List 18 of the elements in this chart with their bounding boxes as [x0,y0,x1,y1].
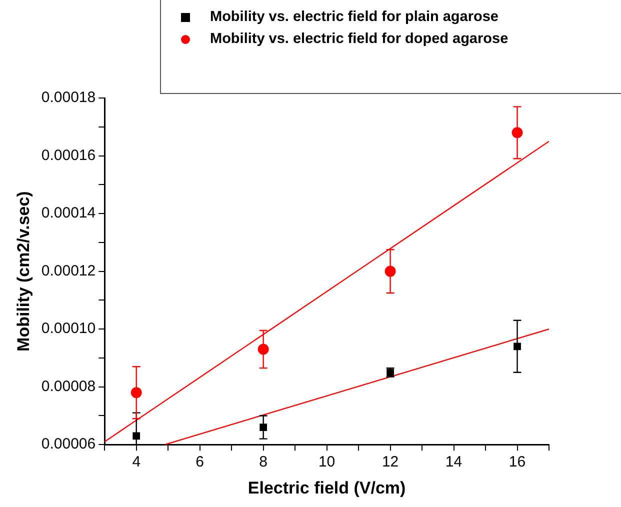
x-axis-title: Electric field (V/cm) [248,478,406,498]
y-tick-label: 0.00016 [41,146,96,164]
y-tick-label: 0.00010 [41,320,96,338]
x-tick-label: 8 [259,454,268,471]
legend-label: Mobility vs. electric field for plain agarose [210,9,498,25]
x-tick-label: 10 [318,454,336,471]
y-tick-label: 0.00006 [41,436,96,453]
y-tick-label: 0.00012 [41,262,96,280]
x-tick-label: 14 [445,454,462,471]
y-axis-title: Mobility (cm2/v.sec) [14,191,33,352]
y-tick-label: 0.00018 [41,89,96,106]
x-tick-label: 16 [508,454,526,471]
x-tick-label: 4 [132,454,141,471]
y-tick-label: 0.00014 [41,204,96,222]
y-tick-label: 0.00008 [41,378,96,395]
x-tick-label: 12 [382,454,399,471]
legend-label: Mobility vs. electric field for doped agarose [210,31,508,47]
x-tick-label: 6 [196,454,204,471]
